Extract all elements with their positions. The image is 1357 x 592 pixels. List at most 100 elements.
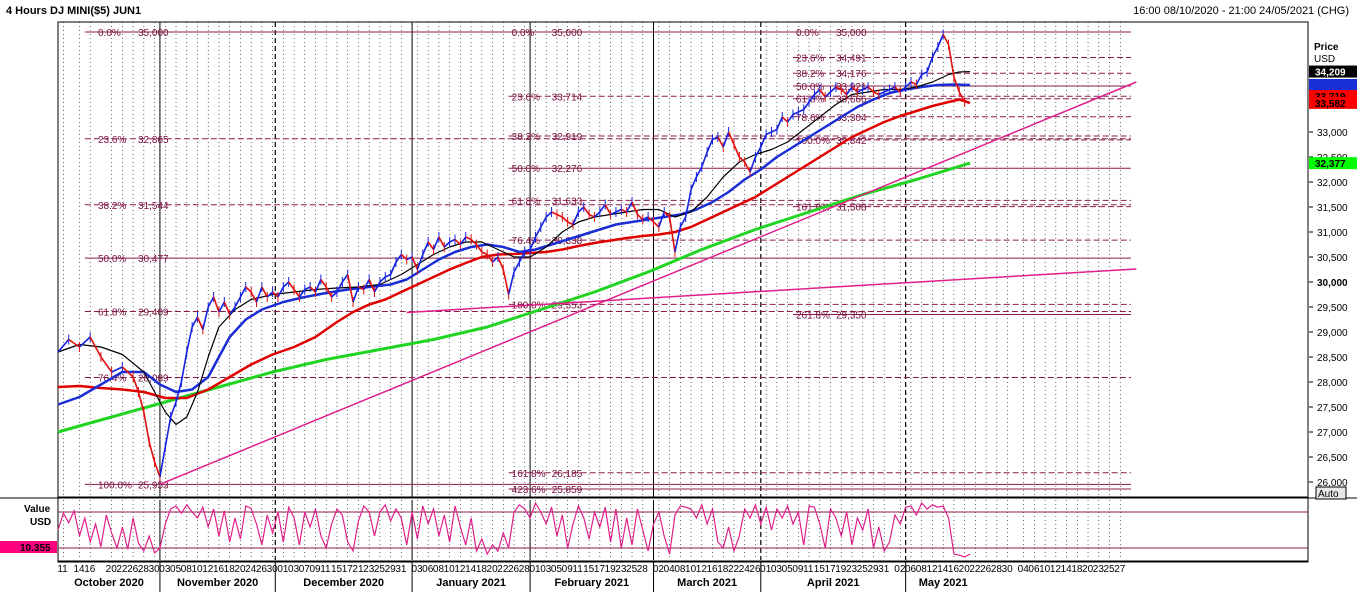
price-segment [604,204,612,215]
day-tick-label: 30 [149,564,161,575]
price-segment [760,134,767,148]
indicator-line [57,501,971,558]
fib-level-pct: 161.8% [796,203,830,214]
price-segment [926,56,934,73]
day-tick-label: 17 [342,564,354,575]
price-segment [266,291,274,298]
price-tick-label: 29,000 [1317,328,1348,339]
price-segment [551,211,558,216]
day-tick-label: 31 [395,564,407,575]
price-segment [765,131,772,136]
day-tick-label: 08 [433,564,445,575]
price-segment [250,291,258,303]
fib-level-value: 31,633 [552,196,583,207]
day-tick-label: 11 [57,564,68,575]
fib-level-pct: 261.8% [796,311,830,322]
fib-level-pct: 78.6% [796,113,824,124]
price-segment [363,279,370,290]
price-segment [819,89,826,98]
price-segment [411,256,419,270]
day-tick-label: 08 [181,564,193,575]
price-segment [776,116,783,130]
price-segment [717,136,724,148]
price-segment [379,276,386,283]
price-segment [132,376,140,393]
price-segment [781,116,789,123]
fib-level-value: 30,477 [138,254,169,265]
day-tick-label: 08 [674,564,686,575]
fib-level-pct: 50.0% [796,82,824,93]
price-segment [229,306,236,315]
day-tick-label: 04 [664,564,676,575]
price-segment [921,71,928,76]
indicator-panel-frame [57,497,1309,563]
day-tick-label: 19 [605,564,617,575]
price-tick-label: 30,500 [1317,253,1348,264]
day-tick-label: 21 [352,564,364,575]
day-tick-label: 17 [825,564,837,575]
day-tick-label: 03 [411,564,423,575]
day-tick-label: 18 [1071,564,1083,575]
price-segment [78,336,91,348]
price-segment [857,88,864,93]
price-segment [454,238,461,246]
fib-level-value: 32,276 [552,164,583,175]
day-tick-label: 14 [73,564,85,575]
day-tick-label: 25 [374,564,386,575]
ma-blue-badge [1309,79,1357,91]
day-tick-label: 26 [508,564,520,575]
price-segment [384,273,391,278]
fib-level-value: 31,544 [138,201,169,212]
day-tick-label: 28 [519,564,531,575]
day-tick-label: 01 [529,564,541,575]
price-segment [336,281,344,293]
day-tick-label: 22 [497,564,509,575]
day-tick-label: 14 [1061,564,1073,575]
price-segment [389,261,397,275]
price-segment [331,291,338,298]
price-segment [889,86,896,91]
fib-level-pct: 38.2% [98,201,126,212]
day-tick-label: 25 [857,564,869,575]
ma-red-line [57,98,971,400]
price-segment [507,271,515,295]
fib-level-pct: 0.0% [796,28,819,39]
price-segment [486,254,494,263]
price-tick-label: 29,500 [1317,303,1348,314]
price-segment [443,241,451,248]
day-tick-label: 08 [916,564,928,575]
day-tick-label: 25 [626,564,638,575]
day-tick-label: 01 [277,564,289,575]
price-segment [111,366,123,373]
price-segment [883,88,890,93]
price-segment [465,236,472,241]
day-tick-label: 12 [1050,564,1062,575]
price-segment [358,286,365,291]
price-axis-unit: USD [1314,54,1335,65]
price-segment [556,213,563,218]
price-segment [749,156,757,173]
price-segment [180,351,188,383]
price-segment [288,281,295,290]
day-tick-label: 11 [572,564,583,575]
price-segment [153,461,161,478]
day-tick-label: 25 [1104,564,1116,575]
price-segment [277,286,285,298]
fib-level-pct: 0.0% [512,28,535,39]
price-segment [470,238,478,246]
price-segment [845,86,853,95]
price-segment [674,226,682,253]
day-tick-label: 17 [594,564,606,575]
fib-level-value: 32,842 [836,136,867,147]
day-tick-label: 20 [487,564,499,575]
day-tick-label: 19 [835,564,847,575]
fib-level-value: 29,553 [552,300,583,311]
day-tick-label: 28 [991,564,1003,575]
price-segment [57,338,70,353]
day-tick-label: 22 [969,564,981,575]
price-segment [314,279,322,293]
price-segment [422,241,429,255]
day-tick-label: 14 [937,564,949,575]
